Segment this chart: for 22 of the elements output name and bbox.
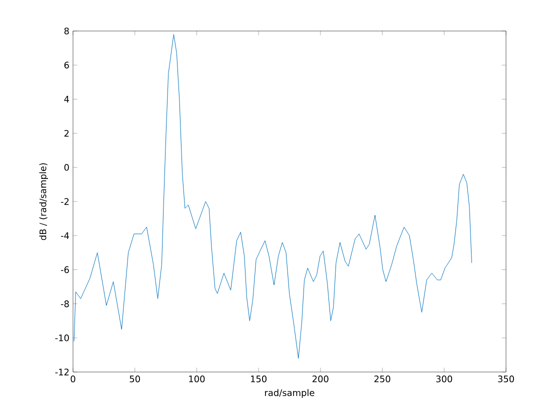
line-series (74, 34, 472, 359)
x-axis-title: rad/sample (265, 389, 314, 398)
y-tick-label: -8 (60, 300, 69, 308)
x-tick-label: 250 (374, 376, 390, 382)
y-axis-title: dB / (rad/sample) (39, 163, 48, 240)
y-tick-label: 6 (64, 62, 69, 68)
y-tick-label: 0 (64, 164, 69, 171)
y-tick-label: 2 (64, 130, 69, 137)
x-tick-label: 150 (251, 376, 267, 382)
y-tick-label: -10 (55, 334, 69, 342)
x-tick-label: 0 (70, 376, 76, 382)
y-tick-label: 4 (64, 96, 69, 102)
y-tick-label: -6 (60, 266, 69, 274)
y-tick-label: -4 (60, 232, 69, 239)
y-tick-label: 8 (64, 28, 69, 34)
y-tick-label: -2 (60, 198, 69, 205)
x-tick-label: 200 (312, 376, 328, 382)
y-tick-label: -12 (55, 368, 69, 376)
x-tick-label: 350 (498, 376, 514, 382)
x-tick-label: 100 (189, 376, 205, 382)
x-tick-label: 50 (130, 376, 140, 382)
x-tick-label: 300 (436, 376, 452, 382)
